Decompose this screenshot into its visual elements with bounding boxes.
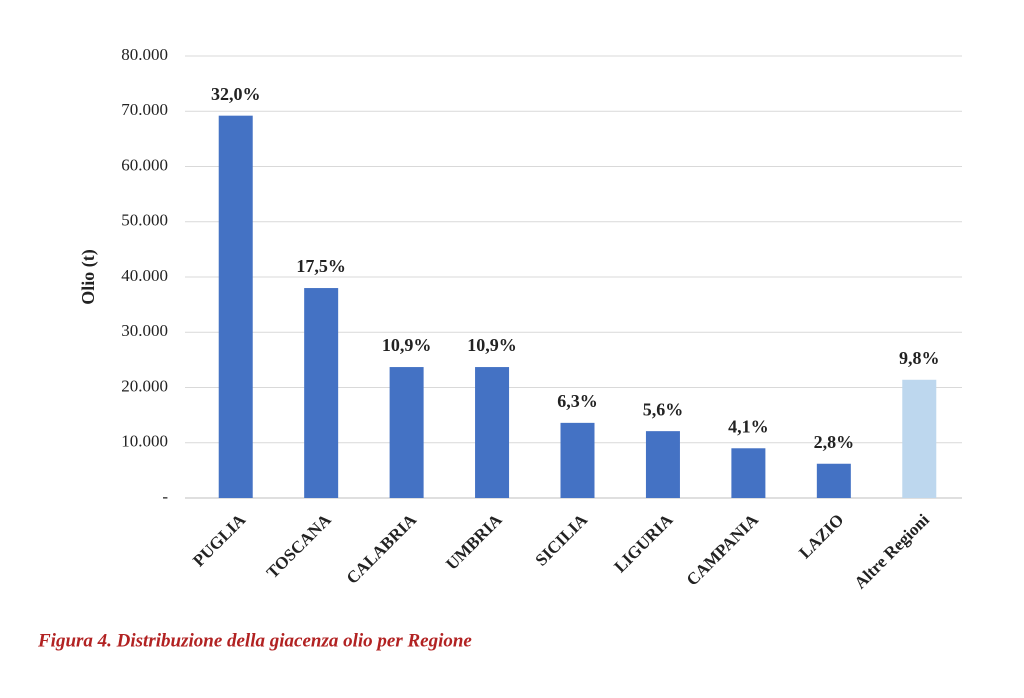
bar: [902, 379, 937, 498]
bar-label: 10,9%: [382, 335, 432, 355]
x-tick-label: LAZIO: [795, 510, 847, 562]
y-tick-label: 70.000: [121, 100, 168, 119]
bar-label: 17,5%: [296, 256, 346, 276]
bar-label: 6,3%: [557, 391, 598, 411]
bar-label: 5,6%: [643, 399, 684, 419]
y-tick-label: 10.000: [121, 432, 168, 451]
bar-label: 10,9%: [467, 335, 517, 355]
x-tick-label: CAMPANIA: [683, 510, 763, 590]
bar: [389, 367, 424, 498]
y-tick-label: 30.000: [121, 321, 168, 340]
bar-label: 32,0%: [211, 84, 261, 104]
bar: [645, 431, 680, 498]
y-axis-label: Olio (t): [78, 249, 99, 305]
y-tick-label: 60.000: [121, 155, 168, 174]
y-tick-label: -: [162, 487, 168, 506]
bar-label: 9,8%: [899, 348, 940, 368]
y-tick-label: 80.000: [121, 45, 168, 64]
chart-title: Figura 4. Distribuzione della giacenza o…: [37, 630, 472, 651]
x-tick-label: SICILIA: [532, 510, 592, 570]
x-tick-label: TOSCANA: [263, 510, 336, 583]
y-tick-label: 50.000: [121, 211, 168, 230]
x-tick-label: CALABRIA: [343, 510, 421, 588]
bar-label: 4,1%: [728, 416, 769, 436]
bar-label: 2,8%: [814, 432, 855, 452]
y-tick-label: 40.000: [121, 266, 168, 285]
y-tick-label: 20.000: [121, 376, 168, 395]
bar: [816, 463, 851, 498]
x-tick-label: Altre Regioni: [851, 510, 934, 593]
x-tick-label: UMBRIA: [442, 510, 506, 574]
x-tick-label: LIGURIA: [610, 510, 677, 577]
bar: [731, 448, 766, 498]
bar: [304, 288, 339, 498]
bar: [475, 367, 510, 498]
x-tick-label: PUGLIA: [189, 510, 250, 571]
bar: [560, 422, 595, 498]
bar: [218, 115, 253, 499]
